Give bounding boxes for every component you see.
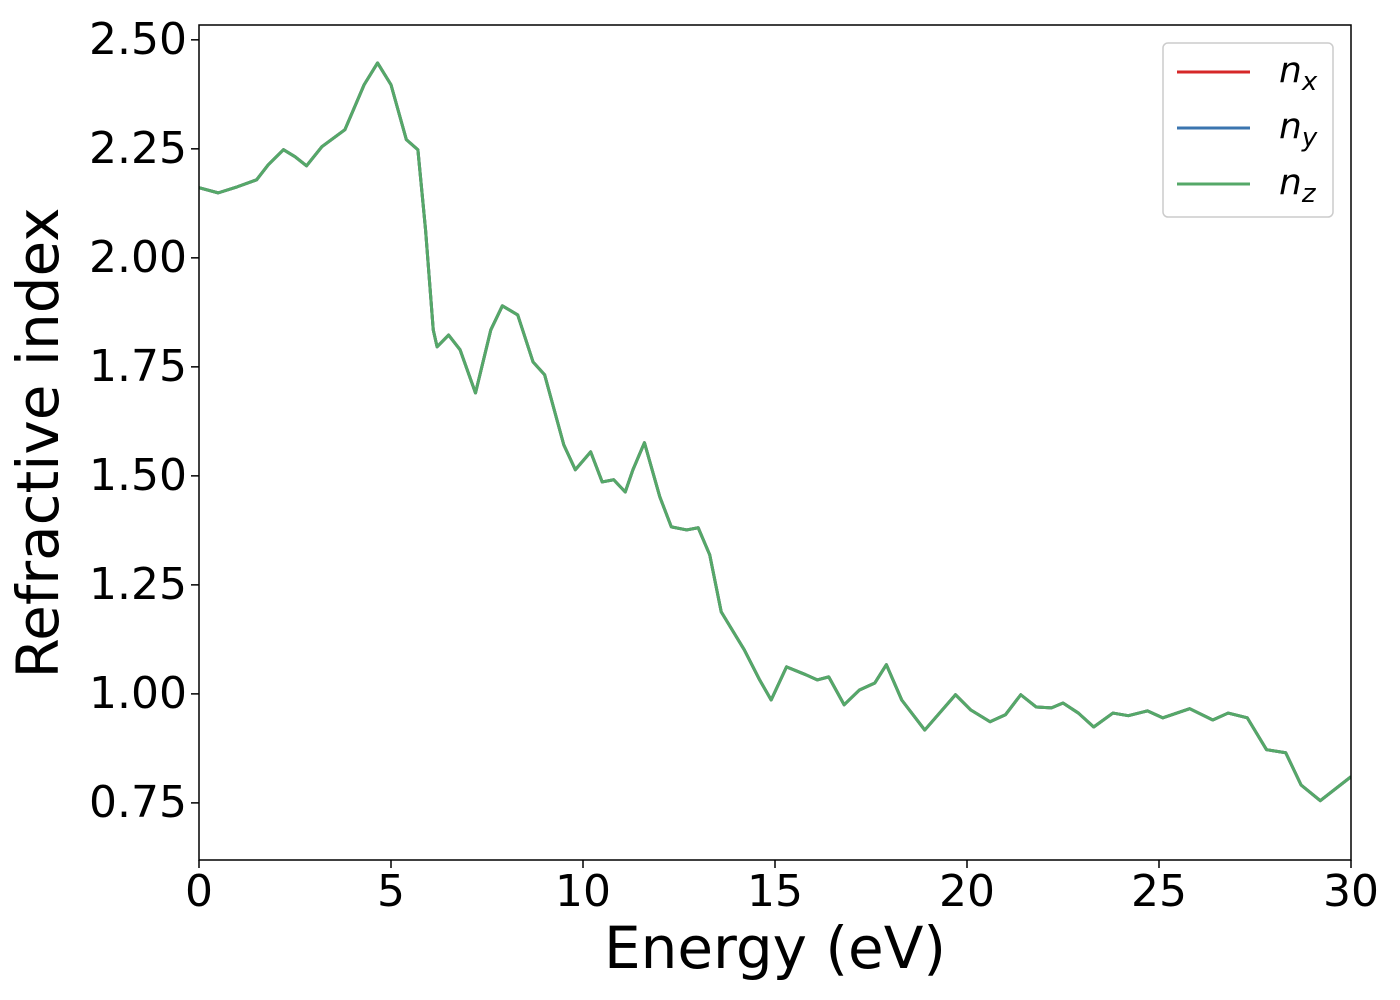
x-tick-label: 10 xyxy=(555,866,611,917)
y-tick-label: 1.75 xyxy=(89,341,187,392)
x-tick-label: 30 xyxy=(1323,866,1379,917)
x-tick-label: 5 xyxy=(377,866,405,917)
legend-box xyxy=(1162,42,1334,218)
series-line xyxy=(199,61,1351,803)
x-tick-label: 20 xyxy=(939,866,995,917)
y-tick-label: 2.50 xyxy=(89,14,187,65)
y-tick-label: 1.50 xyxy=(89,450,187,501)
y-tick-label: 2.25 xyxy=(89,123,187,174)
x-tick-label: 25 xyxy=(1131,866,1187,917)
legend-label: ny xyxy=(1279,106,1318,153)
y-tick-label: 1.25 xyxy=(89,559,187,610)
y-tick-label: 1.00 xyxy=(89,668,187,719)
y-tick-label: 0.75 xyxy=(89,777,187,828)
y-tick-label: 2.00 xyxy=(89,232,187,283)
legend-label: nx xyxy=(1279,50,1318,97)
x-axis-label: Energy (eV) xyxy=(604,914,946,982)
x-tick-label: 15 xyxy=(747,866,803,917)
plot-frame xyxy=(198,24,1352,861)
y-axis-label: Refractive index xyxy=(4,207,72,678)
legend-label: nz xyxy=(1279,162,1317,209)
x-tick-label: 0 xyxy=(185,866,213,917)
